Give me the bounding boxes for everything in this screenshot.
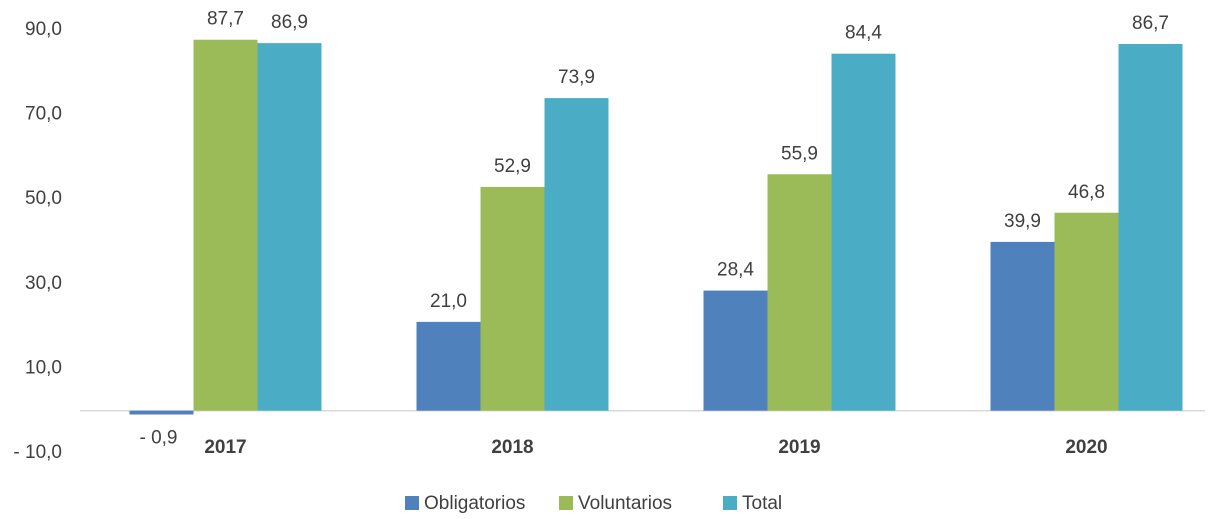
value-label: 21,0 — [430, 291, 467, 312]
value-label: 86,9 — [271, 12, 308, 33]
bar — [703, 290, 768, 411]
value-label: 46,8 — [1068, 182, 1105, 203]
value-label: 87,7 — [207, 9, 244, 30]
x-tick-label: 2020 — [1065, 437, 1107, 458]
value-label: - 0,9 — [139, 428, 177, 449]
y-tick-label: - 10,0 — [13, 442, 62, 463]
value-label: 52,9 — [494, 156, 531, 177]
legend-label: Voluntarios — [578, 493, 672, 514]
value-label: 55,9 — [781, 143, 818, 164]
value-label: 86,7 — [1132, 13, 1169, 34]
bar — [831, 53, 896, 411]
bar — [129, 410, 194, 415]
bar — [193, 39, 258, 411]
bar — [990, 241, 1055, 411]
bar — [767, 174, 832, 411]
legend-label: Obligatorios — [424, 493, 525, 514]
y-tick-label: 70,0 — [25, 104, 62, 125]
value-label: 84,4 — [845, 23, 882, 44]
legend-swatch — [405, 496, 419, 510]
value-label: 39,9 — [1004, 211, 1041, 232]
bar — [416, 321, 481, 411]
bar — [1118, 43, 1183, 411]
legend-label: Total — [742, 493, 782, 514]
y-tick-label: 10,0 — [25, 357, 62, 378]
bar — [544, 98, 609, 411]
y-tick-label: 90,0 — [25, 19, 62, 40]
value-label: 28,4 — [717, 260, 754, 281]
bar — [257, 43, 322, 411]
y-tick-label: 50,0 — [25, 188, 62, 209]
legend-swatch — [723, 496, 737, 510]
value-label: 73,9 — [558, 67, 595, 88]
bar — [1054, 212, 1119, 411]
x-tick-label: 2018 — [491, 437, 533, 458]
legend-swatch — [559, 496, 573, 510]
bar — [480, 186, 545, 411]
y-tick-label: 30,0 — [25, 273, 62, 294]
x-tick-label: 2019 — [778, 437, 820, 458]
x-tick-label: 2017 — [204, 437, 246, 458]
